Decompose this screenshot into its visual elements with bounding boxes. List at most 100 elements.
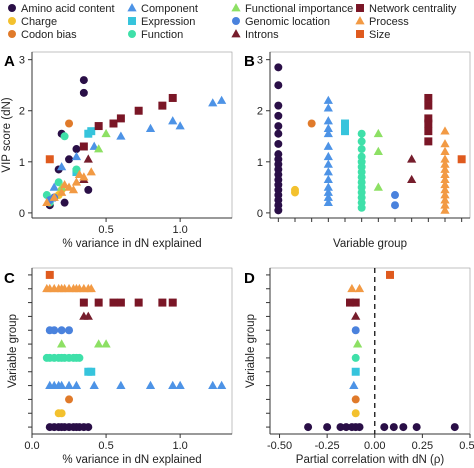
data-point-3-6 — [89, 380, 99, 389]
data-point-5-0 — [351, 353, 360, 362]
data-point-9 — [60, 198, 69, 207]
data-point-0-4 — [274, 122, 283, 131]
data-point-0-7 — [380, 423, 389, 432]
data-point-18 — [145, 123, 156, 132]
data-point-3-8 — [323, 167, 333, 176]
x-tick-label-0: 0.0 — [24, 440, 39, 452]
legend-label-7: Genomic location — [245, 16, 330, 28]
plot-frame — [31, 267, 233, 435]
legend-marker-11 — [356, 30, 364, 38]
data-point-8-0 — [407, 154, 417, 163]
x-axis-label: Partial correlation with dN (ρ) — [296, 454, 445, 466]
data-point-7-1 — [391, 201, 399, 210]
data-point-10-6 — [440, 169, 450, 178]
data-point-9-0 — [346, 298, 354, 307]
data-point-9-4 — [424, 127, 433, 136]
legend-marker-2 — [8, 30, 16, 38]
data-point-3-9 — [323, 174, 333, 184]
data-point-55 — [59, 179, 70, 189]
data-point-9-5 — [158, 298, 167, 307]
y-axis-label: Variable group — [245, 314, 257, 388]
data-point-2-0 — [307, 119, 316, 128]
x-tick-label-3: 0.25 — [412, 440, 433, 452]
data-point-0-2 — [274, 101, 283, 110]
data-point-0-3 — [274, 111, 283, 120]
data-point-9-5 — [424, 137, 433, 146]
data-point-4-1 — [341, 127, 349, 136]
data-point-1-1 — [291, 188, 299, 197]
data-point-9-3 — [116, 298, 125, 307]
data-point-3-6 — [323, 151, 333, 161]
data-point-22 — [57, 162, 67, 171]
data-point-15 — [208, 98, 218, 107]
data-point-6-2 — [101, 339, 111, 348]
data-point-13 — [65, 119, 74, 128]
data-point-7-0 — [351, 326, 360, 335]
data-point-10-0 — [440, 126, 450, 135]
data-point-3-12 — [323, 192, 333, 201]
panel-a: A 0.5 1.0 0 1 2 3 % variance in dN explained VIP… — [1, 51, 233, 250]
data-point-9-1 — [94, 298, 103, 307]
data-point-3 — [72, 145, 81, 154]
x-tick-label-1: -0.25 — [315, 440, 340, 452]
data-point-8 — [84, 185, 93, 194]
x-tick-label-1: 0.5 — [98, 440, 113, 452]
x-tick-label-0: 0.5 — [98, 224, 113, 236]
x-tick-label-4: 0.50 — [459, 440, 474, 452]
panel-letter: C — [4, 270, 15, 287]
data-point-9-0 — [424, 93, 433, 102]
data-point-0-9 — [399, 423, 408, 432]
y-axis-label: Variable group — [7, 314, 19, 388]
data-point-0-0 — [274, 63, 283, 72]
data-point-52 — [42, 197, 52, 207]
legend-marker-3 — [127, 3, 137, 12]
y-tick-label-3: 3 — [19, 55, 25, 67]
data-point-10-12 — [440, 200, 450, 209]
legend-marker-0 — [8, 4, 16, 12]
panel-c: C 0.0 0.5 1.0 % variance in dN explained Vari… — [4, 267, 233, 466]
data-point-9-2 — [109, 298, 118, 307]
legend-marker-7 — [232, 17, 240, 25]
data-point-10-12 — [86, 283, 96, 293]
data-point-3-4 — [64, 380, 74, 389]
x-tick-label-2: 1.0 — [172, 440, 187, 452]
data-point-10-2 — [440, 146, 450, 155]
panel-letter: B — [244, 53, 255, 70]
data-point-0-10 — [84, 423, 93, 432]
data-point-14 — [217, 95, 227, 104]
data-point-9-0 — [79, 298, 88, 307]
data-point-3-0 — [323, 95, 333, 104]
data-point-10-3 — [440, 154, 450, 163]
data-point-6-2 — [373, 182, 383, 191]
data-point-0-2 — [336, 423, 345, 432]
data-point-3-9 — [168, 380, 178, 389]
data-point-8-1 — [407, 174, 417, 184]
data-point-16 — [175, 121, 185, 130]
legend-label-10: Process — [369, 16, 409, 28]
data-point-10-1 — [354, 283, 365, 293]
data-point-3-2 — [323, 116, 333, 125]
legend-marker-10 — [355, 16, 365, 25]
y-tick-label-1: 1 — [19, 157, 25, 169]
data-point-11-0 — [386, 270, 394, 279]
data-point-9-1 — [351, 298, 360, 307]
panel-letter: D — [244, 270, 255, 287]
data-point-3-4 — [323, 128, 333, 138]
data-point-40 — [158, 101, 167, 110]
data-point-48 — [71, 177, 82, 186]
data-point-39 — [168, 93, 177, 102]
data-point-43 — [109, 119, 118, 128]
y-tick-label-2: 2 — [257, 106, 263, 118]
legend-label-11: Size — [369, 29, 390, 41]
y-tick-label-0: 0 — [257, 208, 263, 220]
data-point-0-6 — [355, 423, 364, 432]
legend-label-8: Introns — [245, 29, 279, 41]
legend-label-0: Amino acid content — [21, 3, 115, 15]
data-point-10-11 — [440, 195, 450, 204]
data-point-3-8 — [145, 380, 156, 389]
data-point-3-5 — [71, 380, 82, 389]
data-point-10-1 — [440, 139, 450, 148]
data-point-0-0 — [304, 423, 313, 432]
data-point-3-3 — [323, 123, 333, 132]
data-point-32 — [101, 128, 111, 138]
